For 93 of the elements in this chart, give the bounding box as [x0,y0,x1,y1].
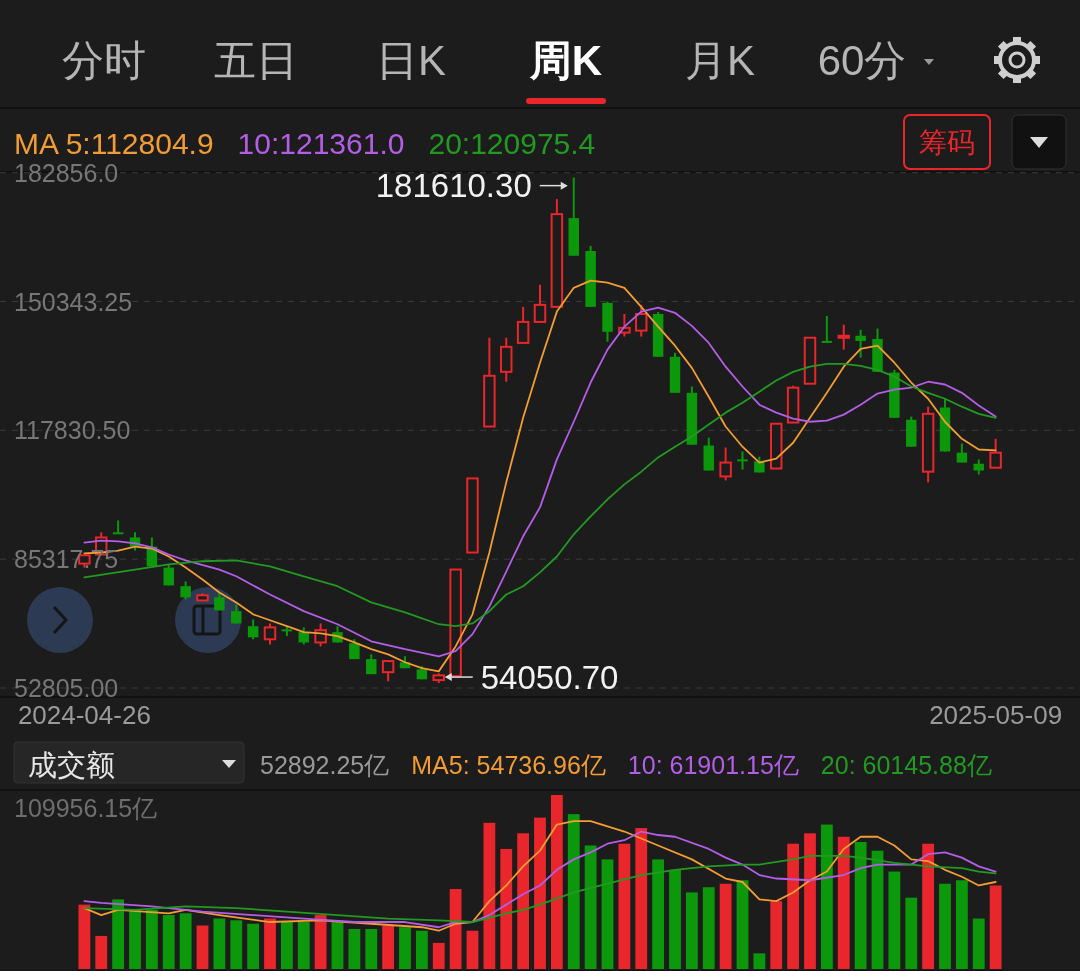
bar [500,848,513,969]
text: 日K [375,36,447,84]
series-label: MA5: 54736.96亿 [411,751,606,779]
candlestick [112,519,124,535]
text: 周K [528,36,603,84]
candlestick [719,446,732,482]
y-tick-label: 182856.0 [14,158,119,187]
candlestick [516,305,530,344]
bar [888,871,901,969]
bar [247,923,260,969]
bar [365,928,378,969]
candlestick [263,622,277,646]
bar [820,824,833,969]
chart-title: 成交额 [28,749,115,781]
bar [78,904,91,969]
bar [297,922,310,969]
candlestick [635,303,648,338]
bar [466,930,479,969]
text: 10:121361.0 [237,126,405,160]
bar [905,897,918,969]
candlestick [956,442,968,464]
bar [179,913,192,969]
bar [95,935,108,969]
y-tick-label: 117830.50 [14,416,131,445]
bar [753,953,766,969]
bar [584,845,597,969]
bar [517,833,530,969]
bar [837,836,850,969]
bar [213,918,226,969]
bar [264,918,276,969]
bar [567,814,580,969]
candlestick [855,328,866,359]
y-tick-label: 150343.25 [14,287,133,316]
text: 10: 61901.15亿 [627,751,799,779]
bar [787,843,800,969]
candlestick [837,323,850,351]
bar [804,833,816,969]
annotation: 109956.15亿 [14,794,158,822]
bar [449,888,462,969]
annotation: 181610.30 [375,167,532,205]
annotation: 54050.70 [480,658,619,696]
bar [399,927,411,969]
bar [854,841,867,969]
bar [972,918,985,969]
bar [230,920,243,969]
candlestick [821,314,833,344]
bar [702,887,715,969]
bar [685,892,698,969]
text: MA 5:112804.9 [14,126,214,160]
bar [550,795,563,969]
bar [618,843,631,969]
bar [770,901,783,969]
bar [955,880,968,969]
text: 20:120975.4 [428,126,596,160]
bar [635,828,648,969]
bar [162,915,175,969]
bar [129,909,141,969]
bar [601,859,614,969]
text: 52892.25亿 [260,751,390,779]
x-tick-label: 2025-05-09 [929,700,1063,730]
bar [382,925,395,969]
bar [736,880,749,969]
text: 60分 [817,36,907,84]
candlestick [247,618,259,641]
bar [112,899,125,969]
bar [652,859,665,969]
bar [145,909,158,969]
bar [314,915,327,969]
bar [348,928,361,969]
bar [669,869,681,969]
candlestick [989,437,1002,469]
bar [922,843,935,969]
text: 20: 60145.88亿 [820,751,992,779]
bar [196,925,209,969]
x-tick-label: 2024-04-26 [17,700,151,730]
text: 五日 [214,36,298,84]
bar [719,883,732,969]
bar [415,930,428,969]
bar [534,817,546,969]
bar [331,922,344,969]
text: 筹码 [919,126,975,158]
bar [432,942,445,969]
text: 月K [684,36,756,84]
bar [871,850,884,969]
candlestick [737,450,748,471]
bar [280,922,293,969]
bar [939,883,951,969]
candlestick [533,283,547,323]
text: 分时 [62,36,146,84]
y-tick-label: 52805.00 [14,674,119,702]
bar [989,885,1002,969]
candlestick [381,660,395,683]
bar [483,822,496,969]
